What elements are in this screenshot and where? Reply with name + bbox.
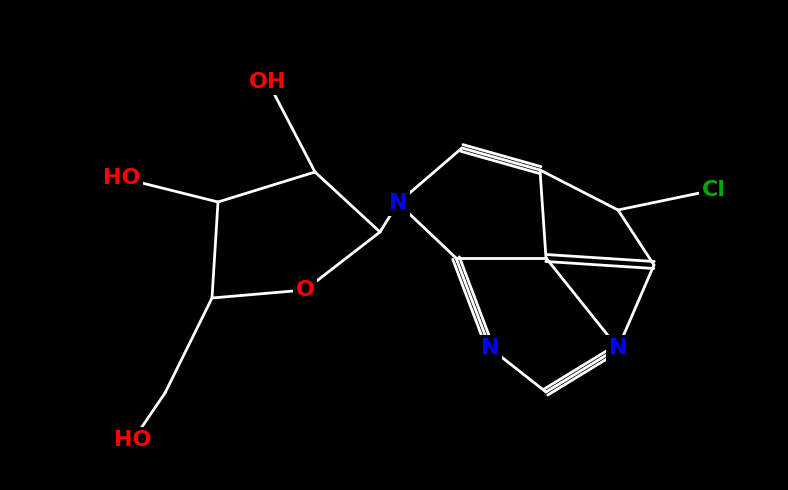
Text: N: N [388, 193, 407, 213]
Text: OH: OH [249, 72, 287, 92]
Text: N: N [609, 338, 627, 358]
Text: N: N [481, 338, 500, 358]
Text: Cl: Cl [702, 180, 726, 200]
Text: HO: HO [114, 430, 152, 450]
Text: O: O [296, 280, 314, 300]
Text: HO: HO [103, 168, 141, 188]
